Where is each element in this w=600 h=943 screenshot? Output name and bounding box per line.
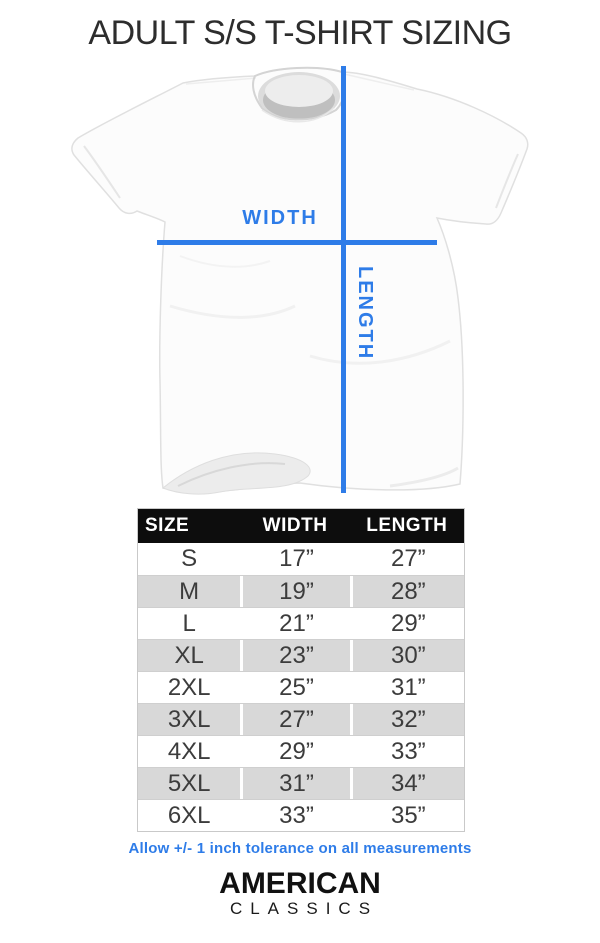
cell-size: 3XL xyxy=(167,706,211,733)
table-row: 4XL 29” 33” xyxy=(138,735,464,767)
brand-logo: AMERICAN CLASSICS xyxy=(0,868,600,918)
cell-size: XL xyxy=(174,642,204,669)
header-size: SIZE xyxy=(145,515,190,536)
width-measure-line xyxy=(157,240,437,245)
tolerance-note: Allow +/- 1 inch tolerance on all measur… xyxy=(128,840,472,857)
table-row: L 21” 29” xyxy=(138,607,464,639)
tshirt-image xyxy=(71,66,529,495)
cell-length: 32” xyxy=(349,704,464,735)
cell-size: S xyxy=(181,545,198,572)
cell-width: 25” xyxy=(240,672,349,703)
cell-size: 4XL xyxy=(167,738,211,765)
table-row: S 17” 27” xyxy=(138,543,464,575)
cell-length: 30” xyxy=(349,640,464,671)
header-width: WIDTH xyxy=(262,515,328,536)
width-label: WIDTH xyxy=(242,207,318,229)
table-row: 6XL 33” 35” xyxy=(138,799,464,831)
cell-width: 23” xyxy=(240,640,349,671)
length-measure-line xyxy=(341,66,346,493)
tshirt-illustration xyxy=(60,56,540,506)
header-length: LENGTH xyxy=(366,515,448,536)
cell-length: 31” xyxy=(349,672,464,703)
page-title: ADULT S/S T-SHIRT SIZING xyxy=(88,14,512,52)
table-header-row: SIZE WIDTH LENGTH xyxy=(138,509,464,543)
table-row: 5XL 31” 34” xyxy=(138,767,464,799)
cell-width: 31” xyxy=(240,768,349,799)
cell-size: L xyxy=(182,610,196,637)
brand-name: AMERICAN xyxy=(219,867,381,900)
cell-size: 2XL xyxy=(167,674,211,701)
cell-size: M xyxy=(179,578,200,605)
table-row: XL 23” 30” xyxy=(138,639,464,671)
cell-size: 5XL xyxy=(167,770,211,797)
size-table: SIZE WIDTH LENGTH S 17” 27” M 19” 28” L … xyxy=(137,508,465,832)
cell-length: 33” xyxy=(349,736,464,767)
cell-length: 27” xyxy=(349,543,464,575)
cell-length: 28” xyxy=(349,576,464,607)
cell-width: 33” xyxy=(240,800,349,831)
table-body: S 17” 27” M 19” 28” L 21” 29” XL 23” 30”… xyxy=(138,543,464,831)
cell-width: 27” xyxy=(240,704,349,735)
cell-length: 35” xyxy=(349,800,464,831)
cell-size: 6XL xyxy=(167,802,211,829)
table-row: 3XL 27” 32” xyxy=(138,703,464,735)
cell-length: 34” xyxy=(349,768,464,799)
cell-width: 19” xyxy=(240,576,349,607)
length-label: LENGTH xyxy=(354,266,376,361)
cell-width: 21” xyxy=(240,608,349,639)
brand-subtitle: CLASSICS xyxy=(229,899,379,918)
table-row: M 19” 28” xyxy=(138,575,464,607)
table-row: 2XL 25” 31” xyxy=(138,671,464,703)
cell-width: 29” xyxy=(240,736,349,767)
cell-length: 29” xyxy=(349,608,464,639)
cell-width: 17” xyxy=(240,543,349,575)
